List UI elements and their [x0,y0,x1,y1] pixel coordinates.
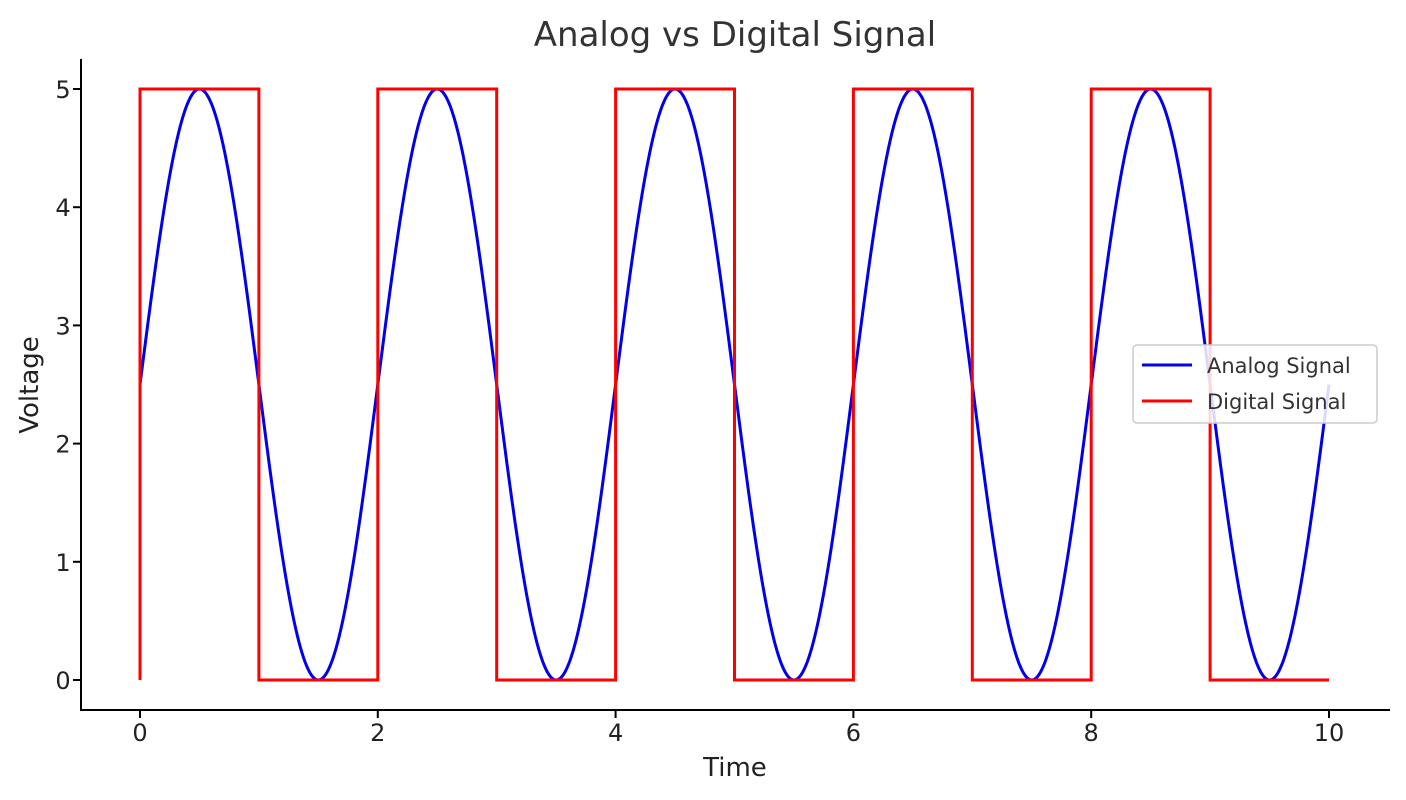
chart-title: Analog vs Digital Signal [534,15,936,55]
legend-label-digital: Digital Signal [1207,390,1346,414]
series-layer [138,87,1331,682]
x-tick-label: 8 [1084,719,1099,747]
legend-box [1132,344,1378,424]
x-tick-label: 6 [846,719,861,747]
y-tick-label: 3 [55,312,70,340]
x-tick-label: 10 [1314,719,1345,747]
y-tick-label: 1 [55,549,70,577]
x-tick-label: 4 [608,719,623,747]
series-line-digital-signal [138,87,1329,682]
legend-label-analog: Analog Signal [1207,354,1351,378]
y-tick-label: 0 [55,667,70,695]
ticks-layer: 0 2 4 6 8 10 0 1 2 3 4 5 [55,76,1344,747]
y-axis-label: Voltage [15,336,45,434]
x-axis-label: Time [702,753,767,783]
y-tick-label: 5 [55,76,70,104]
y-tick-label: 2 [55,431,70,459]
plot-area: 0 2 4 6 8 10 0 1 2 3 4 5 [55,59,1390,747]
y-tick-label: 4 [55,194,70,222]
x-tick-label: 2 [370,719,385,747]
x-tick-label: 0 [132,719,147,747]
legend: Analog Signal Digital Signal [1132,344,1378,424]
